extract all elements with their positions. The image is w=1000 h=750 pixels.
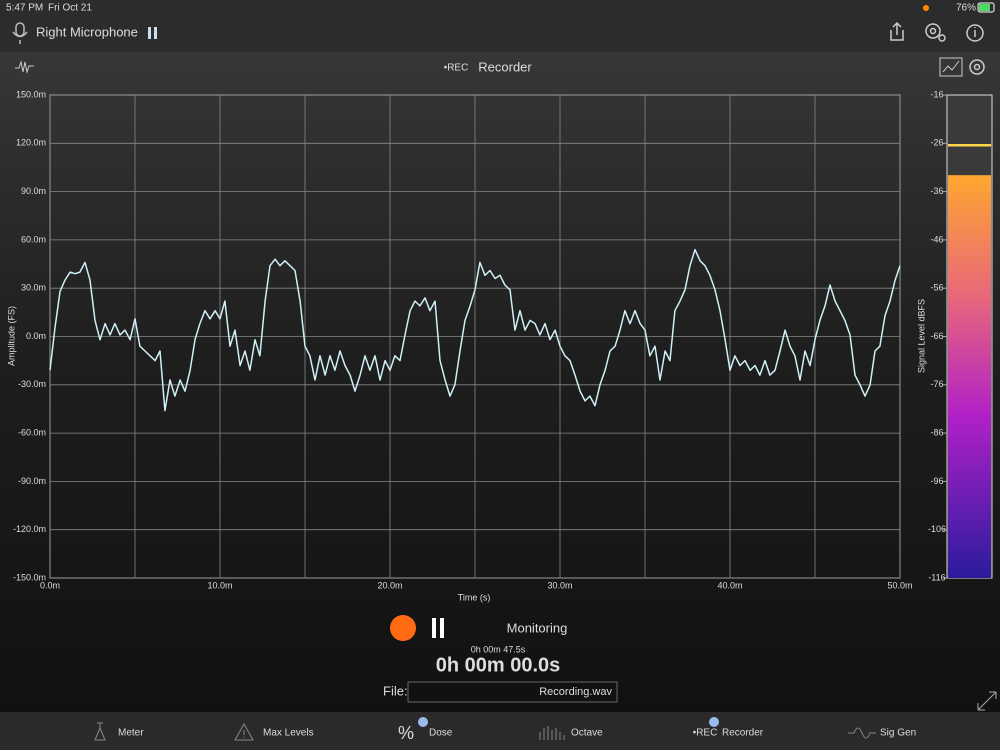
pause-button[interactable] — [432, 618, 444, 638]
tab-label[interactable]: Recorder — [722, 728, 764, 739]
y-tick-label: -90.0m — [18, 476, 46, 486]
dose-tab-icon[interactable]: % — [398, 723, 414, 743]
record-button[interactable] — [390, 615, 416, 641]
chart-settings-icon[interactable] — [969, 59, 985, 75]
tab-label[interactable]: Dose — [429, 728, 453, 739]
x-tick-label: 30.0m — [547, 580, 572, 590]
meter-tick-label: -46 — [930, 234, 943, 244]
mode-badge: •REC — [444, 63, 469, 74]
siggen-tab-icon[interactable] — [848, 727, 876, 739]
y-tick-label: 90.0m — [21, 186, 46, 196]
y-axis-label: Amplitude (FS) — [6, 306, 16, 366]
x-tick-label: 40.0m — [717, 580, 742, 590]
octave-tab-icon[interactable] — [539, 726, 565, 740]
meter-tick-label: -56 — [930, 283, 943, 293]
status-date: Fri Oct 21 — [48, 3, 92, 14]
y-tick-label: 0.0m — [26, 331, 46, 341]
expand-icon[interactable] — [977, 691, 997, 711]
meter-label: Signal Level dBFS — [916, 299, 926, 373]
x-tick-label: 20.0m — [377, 580, 402, 590]
level-meter: -16 -26 -36 -46 -56 -66 -76 -86 -96 -106 -116 — [928, 89, 993, 582]
elapsed-time: 0h 00m 47.5s — [471, 644, 526, 654]
battery-icon — [977, 2, 995, 13]
mic-icon[interactable] — [12, 22, 28, 44]
x-tick-label: 10.0m — [207, 580, 232, 590]
x-tick-label: 0.0m — [40, 580, 60, 590]
y-tick-label: 120.0m — [16, 138, 46, 148]
meter-tick-label: -26 — [930, 138, 943, 148]
y-tick-label: -30.0m — [18, 379, 46, 389]
max-tab-icon[interactable] — [234, 722, 254, 741]
x-axis-label: Time (s) — [458, 592, 491, 602]
tab-label[interactable]: Octave — [571, 728, 603, 739]
mic-dot — [923, 5, 929, 11]
meter-tick-label: -76 — [930, 379, 943, 389]
background — [0, 0, 1000, 712]
pause-icon[interactable] — [148, 27, 157, 39]
tab-label[interactable]: Sig Gen — [880, 728, 916, 739]
meter-tick-label: -96 — [930, 476, 943, 486]
share-icon[interactable] — [890, 21, 904, 41]
meter-tick-label: -106 — [928, 524, 946, 534]
dose-badge — [418, 717, 428, 727]
meter-level — [948, 175, 991, 579]
status-time: 5:47 PM — [6, 3, 43, 14]
x-tick-label: 50.0m — [887, 580, 912, 590]
chart: 150.0m 120.0m 90.0m 60.0m 30.0m 0.0m -30.0m -60… — [13, 89, 913, 590]
meter-tab-icon[interactable] — [94, 722, 106, 741]
tab-bar — [0, 712, 1000, 750]
meter-tick-label: -86 — [930, 427, 943, 437]
meter-tick-label: -116 — [928, 572, 945, 582]
waveform — [49, 248, 901, 412]
monitoring-status: Monitoring — [507, 620, 568, 635]
recorder-badge — [709, 717, 719, 727]
file-field[interactable] — [407, 681, 618, 703]
recorder-tab-badge: •REC — [693, 728, 718, 739]
battery: 76% — [956, 3, 976, 14]
waveform-icon[interactable] — [15, 60, 34, 74]
file-name[interactable]: Recording.wav — [539, 686, 612, 698]
meter-tick-label: -66 — [930, 331, 943, 341]
meter-tick-label: -36 — [930, 186, 943, 196]
y-tick-label: -60.0m — [18, 427, 46, 437]
battery-level — [979, 4, 990, 11]
top-bar — [0, 0, 1000, 52]
meter-tick-label: -16 — [930, 89, 943, 99]
settings-icon[interactable] — [925, 23, 946, 42]
y-tick-label: 60.0m — [21, 234, 46, 244]
input-name[interactable]: Right Microphone — [36, 24, 138, 39]
tab-label[interactable]: Meter — [118, 728, 144, 739]
file-label: File: — [383, 683, 408, 698]
tab-label[interactable]: Max Levels — [263, 728, 314, 739]
tabs: Meter Max Levels Dose Octave Recorder Sig Gen — [118, 728, 916, 739]
info-icon[interactable] — [966, 24, 984, 42]
y-tick-label: -150.0m — [13, 572, 46, 582]
y-tick-label: -120.0m — [13, 524, 46, 534]
record-time: 0h 00m 00.0s — [436, 654, 561, 676]
y-tick-label: 30.0m — [21, 283, 46, 293]
y-tick-label: 150.0m — [16, 89, 46, 99]
graph-icon[interactable] — [939, 57, 963, 77]
page-title: Recorder — [478, 59, 532, 74]
